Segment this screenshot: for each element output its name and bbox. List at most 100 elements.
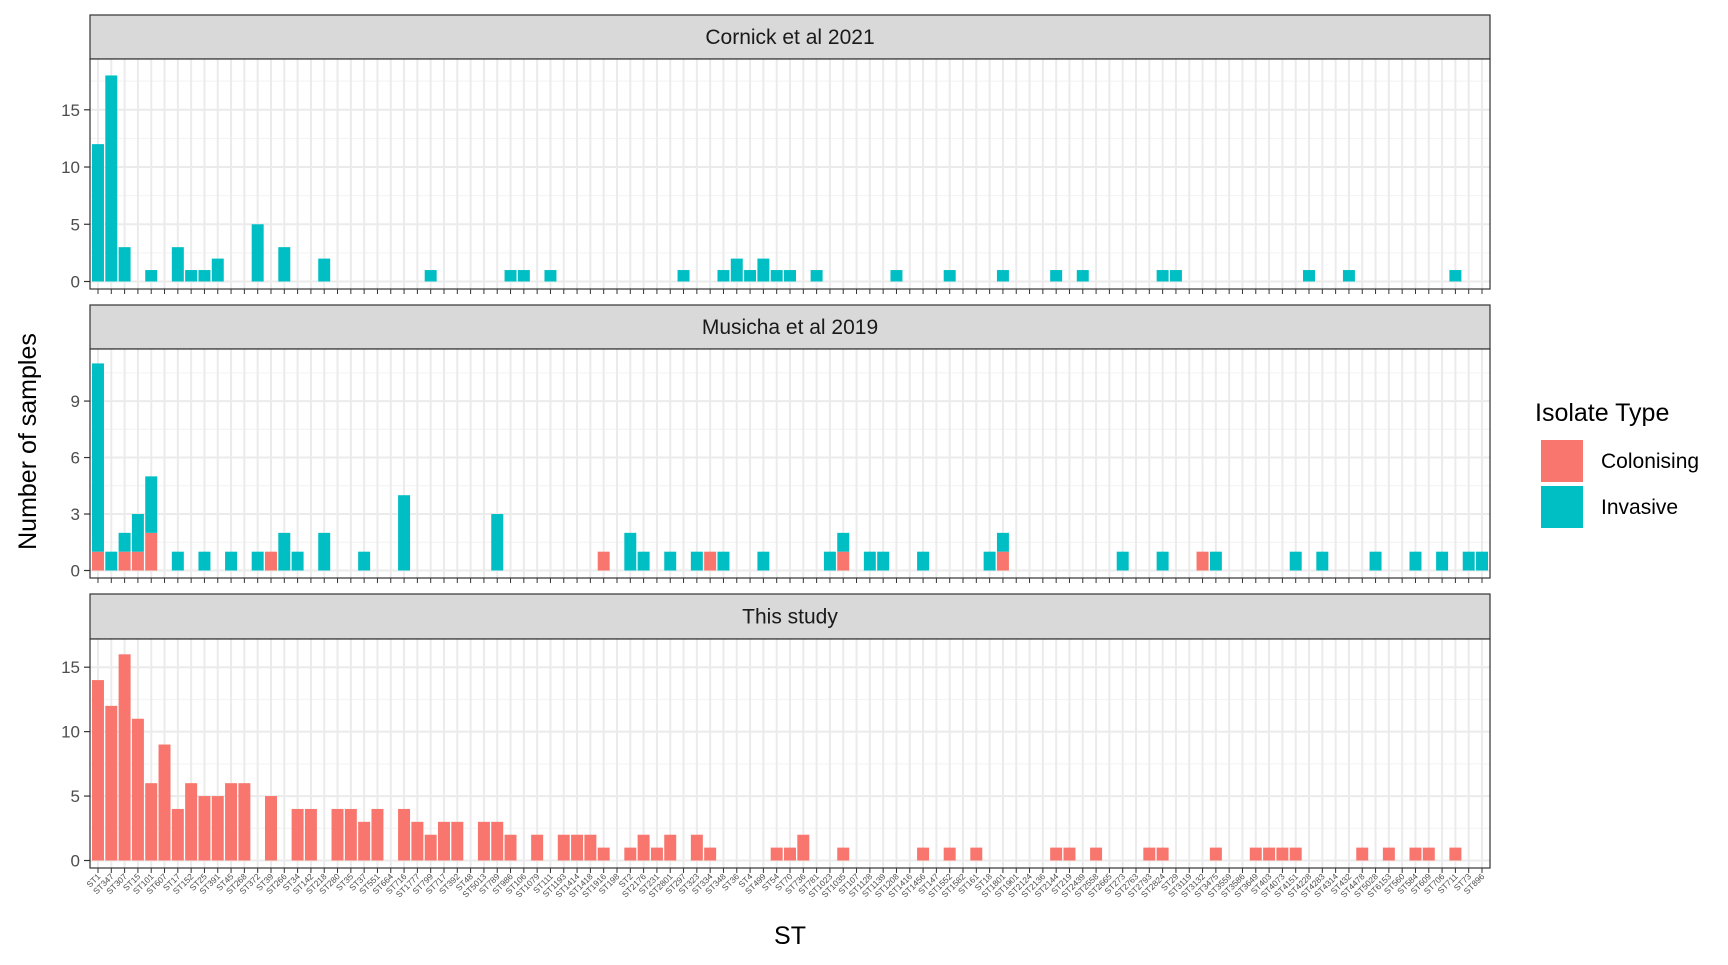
bar-invasive-ST584	[1409, 551, 1422, 571]
bar-invasive-ST2	[624, 532, 637, 571]
bar-colonising-ST5013	[477, 821, 490, 861]
bar-colonising-ST323	[690, 834, 703, 861]
bar-invasive-ST4283	[1316, 551, 1329, 571]
legend-label-colonising: Colonising	[1601, 450, 1699, 473]
bar-colonising-ST2176	[637, 834, 650, 861]
bar-invasive-ST18	[983, 551, 996, 571]
bar-invasive-ST1801	[996, 532, 1009, 552]
bar-colonising-ST799	[424, 834, 437, 861]
bar-colonising-ST551	[371, 808, 384, 861]
bar-invasive-ST73	[1462, 551, 1475, 571]
bar-invasive-ST348	[717, 270, 730, 282]
y-tick-label: 5	[71, 787, 80, 806]
facet-title: Musicha et al 2019	[702, 316, 878, 339]
bar-colonising-ST34	[291, 808, 304, 861]
bar-colonising-ST4073	[1276, 847, 1289, 861]
bar-invasive-ST348	[717, 551, 730, 571]
facet-strip	[89, 304, 1491, 350]
bar-invasive-ST799	[424, 270, 437, 282]
bar-colonising-ST25	[198, 796, 211, 861]
bar-invasive-ST25	[198, 551, 211, 571]
bar-invasive-ST2176	[637, 551, 650, 571]
bar-colonising-ST2558	[1090, 847, 1103, 861]
bar-colonising-ST161	[970, 847, 983, 861]
bar-invasive-ST781	[810, 270, 823, 282]
bar-colonising-ST142	[304, 808, 317, 861]
bar-colonising-ST3649	[1249, 847, 1262, 861]
bar-colonising-ST1916	[597, 551, 610, 571]
bar-invasive-ST70	[784, 270, 796, 282]
bar-invasive-ST111	[544, 270, 557, 282]
bar-colonising-ST54	[770, 847, 783, 861]
y-tick-label: 9	[71, 392, 80, 411]
bar-colonising-ST3132	[1196, 551, 1209, 571]
facet-strip	[89, 593, 1491, 640]
bar-colonising-ST2824	[1156, 847, 1169, 861]
bar-colonising-ST716	[398, 808, 411, 861]
bar-invasive-ST986	[504, 270, 517, 282]
bar-colonising-ST391	[211, 796, 224, 861]
bar-invasive-ST1801	[996, 270, 1009, 282]
bar-colonising-ST3475	[1209, 847, 1222, 861]
y-tick-label: 10	[61, 723, 80, 742]
bar-invasive-ST3475	[1209, 551, 1222, 571]
bar-colonising-ST219	[1063, 847, 1076, 861]
bar-invasive-ST706	[1436, 551, 1449, 571]
legend-key-invasive	[1541, 486, 1583, 528]
bar-colonising-ST35	[344, 808, 357, 861]
bar-colonising-ST2144	[1050, 847, 1063, 861]
bar-colonising-ST2793	[1143, 847, 1156, 861]
y-tick-label: 0	[71, 273, 80, 292]
bar-invasive-ST2439	[1076, 270, 1089, 282]
bar-invasive-ST4151	[1289, 551, 1302, 571]
bar-invasive-ST36	[730, 258, 743, 282]
bar-invasive-ST307	[118, 532, 131, 552]
facet-panel-1: Cornick et al 2021 0 5 10 15	[61, 14, 1491, 294]
bar-invasive-ST432	[1342, 270, 1355, 282]
bar-invasive-ST391	[211, 258, 224, 282]
bar-colonising-ST37	[358, 821, 371, 861]
legend: Isolate Type Colonising Invasive	[1535, 399, 1699, 528]
bar-invasive-ST15	[131, 514, 144, 552]
bar-invasive-ST372	[251, 224, 264, 282]
bar-invasive-ST297	[677, 270, 690, 282]
bar-colonising-ST717	[438, 821, 450, 861]
bar-colonising-ST1552	[943, 847, 956, 861]
bar-invasive-ST1456	[917, 551, 930, 571]
bar-invasive-ST45	[225, 551, 238, 571]
bar-invasive-ST1	[91, 363, 104, 552]
bar-colonising-ST39	[265, 796, 277, 861]
bar-colonising-ST1	[91, 680, 104, 861]
bar-colonising-ST347	[105, 705, 118, 861]
y-tick-label: 10	[61, 158, 80, 177]
bar-colonising-ST280	[331, 808, 344, 861]
bar-colonising-ST334	[704, 847, 717, 861]
bar-invasive-ST25	[198, 270, 211, 282]
legend-key-colonising	[1541, 440, 1583, 482]
bar-invasive-ST1035	[837, 532, 850, 552]
bar-invasive-ST1139	[877, 551, 890, 571]
bar-invasive-ST5028	[1369, 551, 1382, 571]
bar-colonising-ST17	[171, 808, 184, 861]
bar-invasive-ST218	[318, 258, 331, 282]
bar-invasive-ST323	[690, 551, 703, 571]
bar-invasive-ST218	[318, 532, 331, 571]
facet-panel-3: This study 0 5 10 15	[61, 593, 1491, 873]
bar-invasive-ST1128	[863, 551, 876, 571]
facet-title: This study	[742, 606, 838, 629]
y-axis-title: Number of samples	[14, 333, 42, 550]
bar-colonising-ST101	[145, 532, 158, 571]
bar-colonising-ST1916	[597, 847, 610, 861]
bar-colonising-ST1035	[837, 551, 850, 571]
bar-colonising-ST609	[1422, 847, 1435, 861]
bar-colonising-ST45	[225, 783, 238, 861]
legend-title: Isolate Type	[1535, 399, 1669, 427]
bar-colonising-ST986	[504, 834, 517, 861]
bar-invasive-ST499	[757, 551, 770, 571]
facet-strip	[89, 14, 1491, 60]
bar-invasive-ST17	[171, 247, 184, 282]
facet-title: Cornick et al 2021	[705, 26, 874, 49]
bar-colonising-ST1414	[571, 834, 584, 861]
